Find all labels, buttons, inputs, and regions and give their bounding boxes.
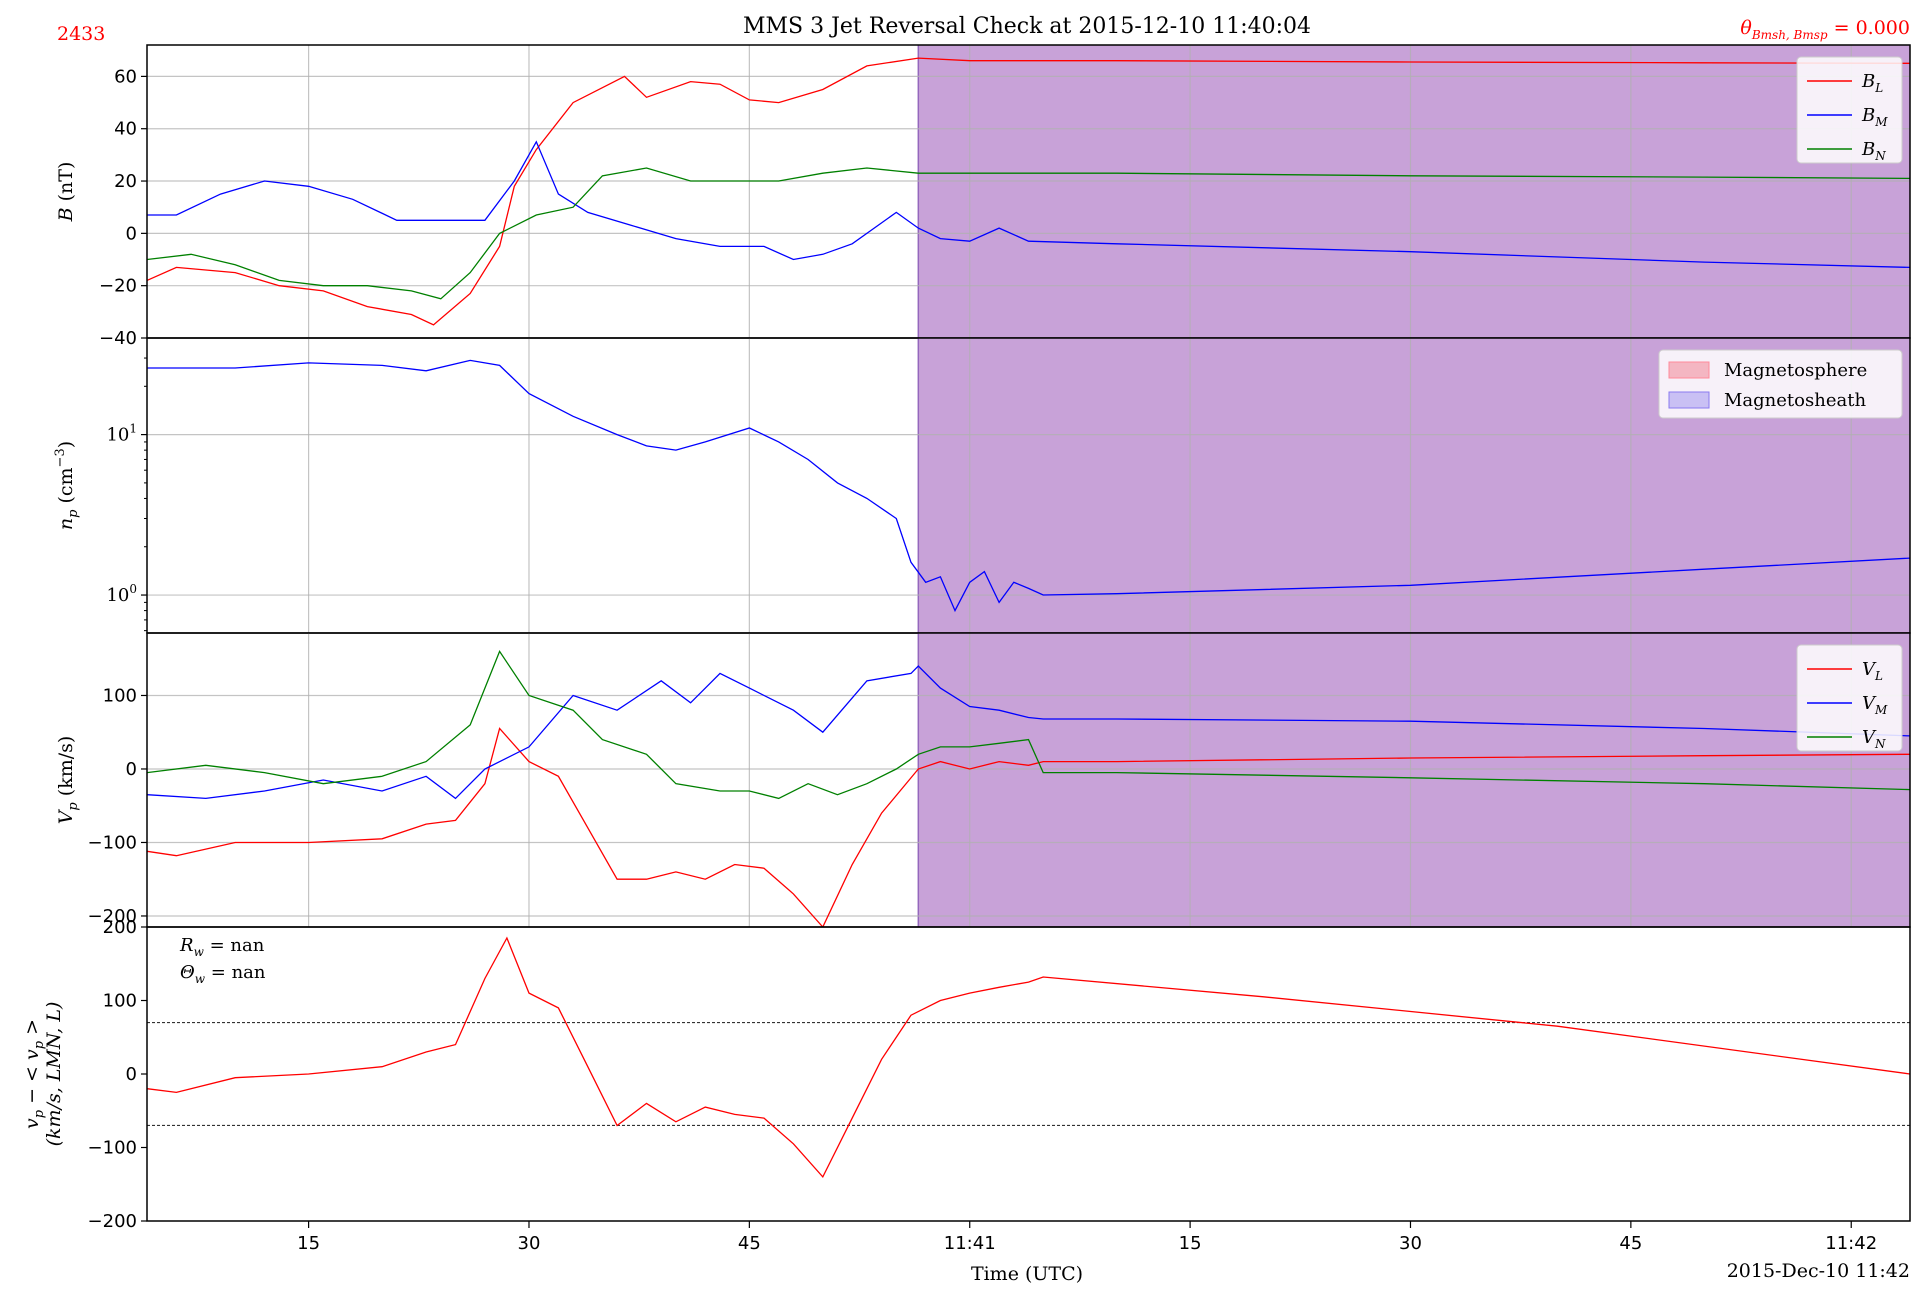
corner-right-label: θBmsh, Bmsp = 0.000 [1740, 17, 1910, 42]
y-tick-label: 0 [126, 759, 137, 780]
y-axis-label: B (nT) [55, 162, 77, 223]
series-v-m [147, 665, 1910, 800]
panel-np: 100 101 np (cm−3) Magnetosphere Magnetosheat… [53, 337, 1911, 634]
y-tick-label: 100 [103, 685, 137, 706]
annotation: Rw = nan [179, 935, 265, 959]
y-tick-label: −100 [88, 1138, 137, 1159]
legend-label: VN [1862, 727, 1886, 751]
y-axis-label: np (cm−3) [53, 441, 81, 530]
legend-label: BM [1861, 105, 1888, 129]
panel-residual: −200 −100 0 100 200 vp − < vp > (km/s, LMN, L)… [21, 917, 1911, 1232]
x-tick-label: 30 [1399, 1233, 1422, 1254]
date-label: 2015-Dec-10 11:42 [1727, 1260, 1910, 1282]
legend-swatch [1668, 361, 1710, 379]
x-tick-label: 45 [1619, 1233, 1642, 1254]
y-tick-label: 200 [103, 917, 137, 938]
legend-label: VL [1862, 659, 1883, 683]
corner-right-main: θ [1740, 17, 1752, 39]
x-tick-label: 11:41 [944, 1233, 996, 1254]
series-n-p [147, 359, 1910, 613]
y-axis-label-line2: (km/s, LMN, L) [43, 1002, 65, 1147]
magnetosheath-region [918, 633, 1910, 927]
legend-box [1658, 349, 1903, 419]
series-b-l [147, 57, 1910, 326]
x-axis-label: Time (UTC) [971, 1263, 1083, 1285]
x-tick-label: 15 [1179, 1233, 1202, 1254]
y-axis-label: Vp (km/s) [55, 736, 81, 825]
y-tick-label: 60 [114, 66, 137, 87]
annotation: Θw = nan [180, 962, 266, 986]
figure-title: MMS 3 Jet Reversal Check at 2015-12-10 1… [743, 14, 1311, 39]
y-tick-label: 20 [114, 171, 137, 192]
series-v-l [147, 727, 1910, 927]
panel-frame [146, 926, 1911, 1222]
y-tick-label: 100 [106, 582, 137, 606]
legend-label: Magnetosheath [1724, 390, 1866, 411]
legend-label: VM [1862, 693, 1888, 717]
corner-left-label: 2433 [57, 23, 105, 45]
x-tick-label: 45 [738, 1233, 761, 1254]
x-tick-label: 15 [297, 1233, 320, 1254]
y-tick-label: −40 [99, 328, 137, 349]
y-tick-label: −200 [88, 1211, 137, 1232]
legend-swatch [1668, 391, 1710, 409]
x-tick-label: 30 [518, 1233, 541, 1254]
y-tick-label: −200 [88, 906, 137, 927]
x-tick-label: 11:42 [1825, 1233, 1877, 1254]
y-axis-label: vp − < vp > [21, 1019, 47, 1129]
corner-right-value: = 0.000 [1828, 17, 1910, 39]
y-tick-label: 101 [106, 422, 137, 446]
magnetosheath-region [918, 45, 1910, 338]
panel-B: −40 −20 0 20 40 60 B (nT) BL BM BN [55, 44, 1911, 349]
series-b-m [147, 140, 1910, 269]
y-tick-label: 0 [126, 1064, 137, 1085]
legend-box [1796, 56, 1903, 164]
y-tick-label: 40 [114, 119, 137, 140]
y-tick-label: 100 [103, 991, 137, 1012]
x-axis: 15 30 45 11:41 15 30 45 11:42 [297, 1221, 1877, 1254]
y-tick-label: 0 [126, 223, 137, 244]
corner-right-sub: Bmsh, Bmsp [1751, 28, 1828, 42]
y-tick-label: −100 [88, 832, 137, 853]
legend-label: BL [1861, 71, 1883, 95]
panel-Vp: −200 −100 0 100 Vp (km/s) VL VM VN [55, 632, 1911, 928]
legend-label: Magnetosphere [1724, 360, 1867, 381]
legend-label: BN [1861, 139, 1886, 163]
series-residual [147, 936, 1910, 1179]
y-tick-label: −20 [99, 276, 137, 297]
series-b-n [147, 167, 1910, 300]
legend-box [1796, 644, 1903, 752]
series-v-n [147, 650, 1910, 800]
